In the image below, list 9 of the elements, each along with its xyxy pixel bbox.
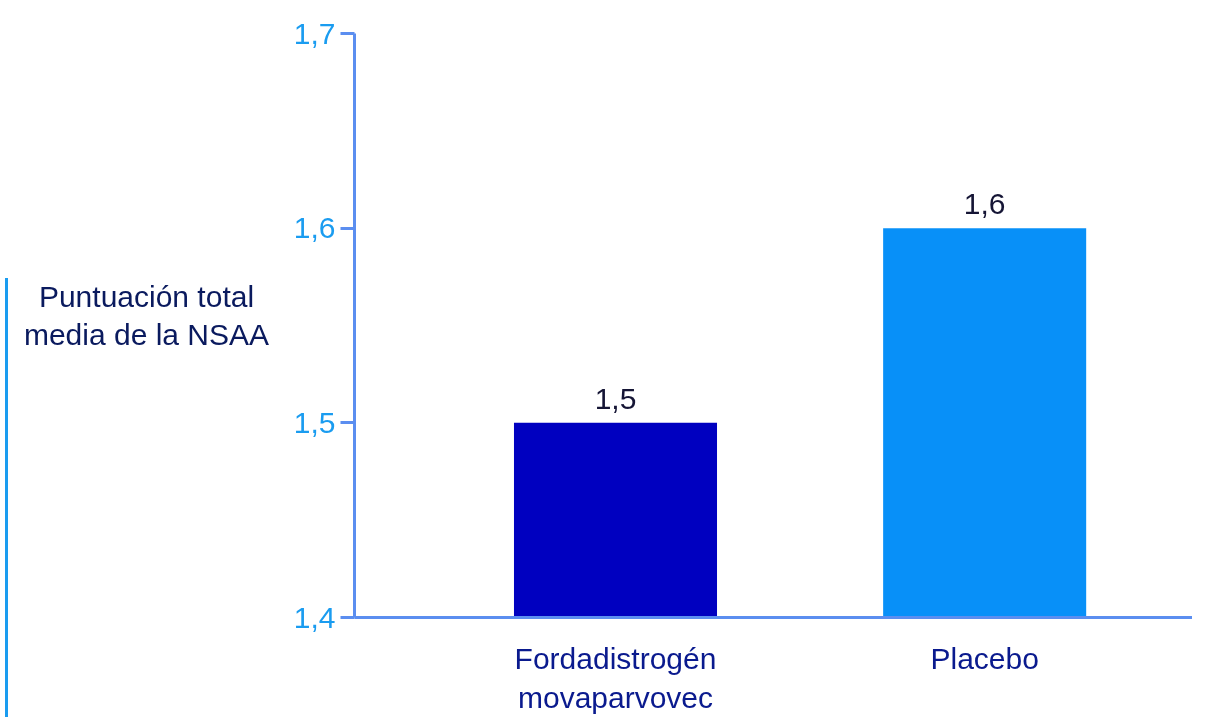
y-tick-label: 1,4 bbox=[293, 600, 336, 634]
x-tick-label: Placebo bbox=[930, 641, 1039, 675]
y-tick-label: 1,7 bbox=[293, 16, 336, 50]
data-label: 1,5 bbox=[594, 381, 637, 415]
x-tick-label: Fordadistrogén movaparvovec bbox=[514, 641, 717, 715]
y-tick-label: 1,6 bbox=[293, 211, 336, 245]
data-label: 1,6 bbox=[963, 187, 1006, 221]
y-axis-title: Puntuación total media de la NSAA bbox=[22, 279, 271, 353]
y-tick-label: 1,5 bbox=[293, 405, 336, 439]
